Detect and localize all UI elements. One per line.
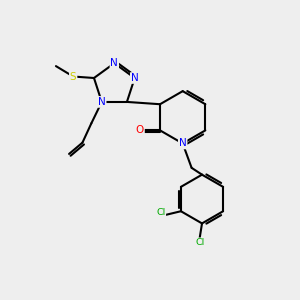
Text: S: S [70, 71, 76, 82]
Text: N: N [179, 139, 187, 148]
Text: O: O [136, 125, 144, 135]
Text: N: N [98, 97, 106, 107]
Text: Cl: Cl [195, 238, 204, 247]
Text: Cl: Cl [156, 208, 165, 217]
Text: N: N [131, 73, 139, 83]
Text: N: N [110, 58, 118, 68]
